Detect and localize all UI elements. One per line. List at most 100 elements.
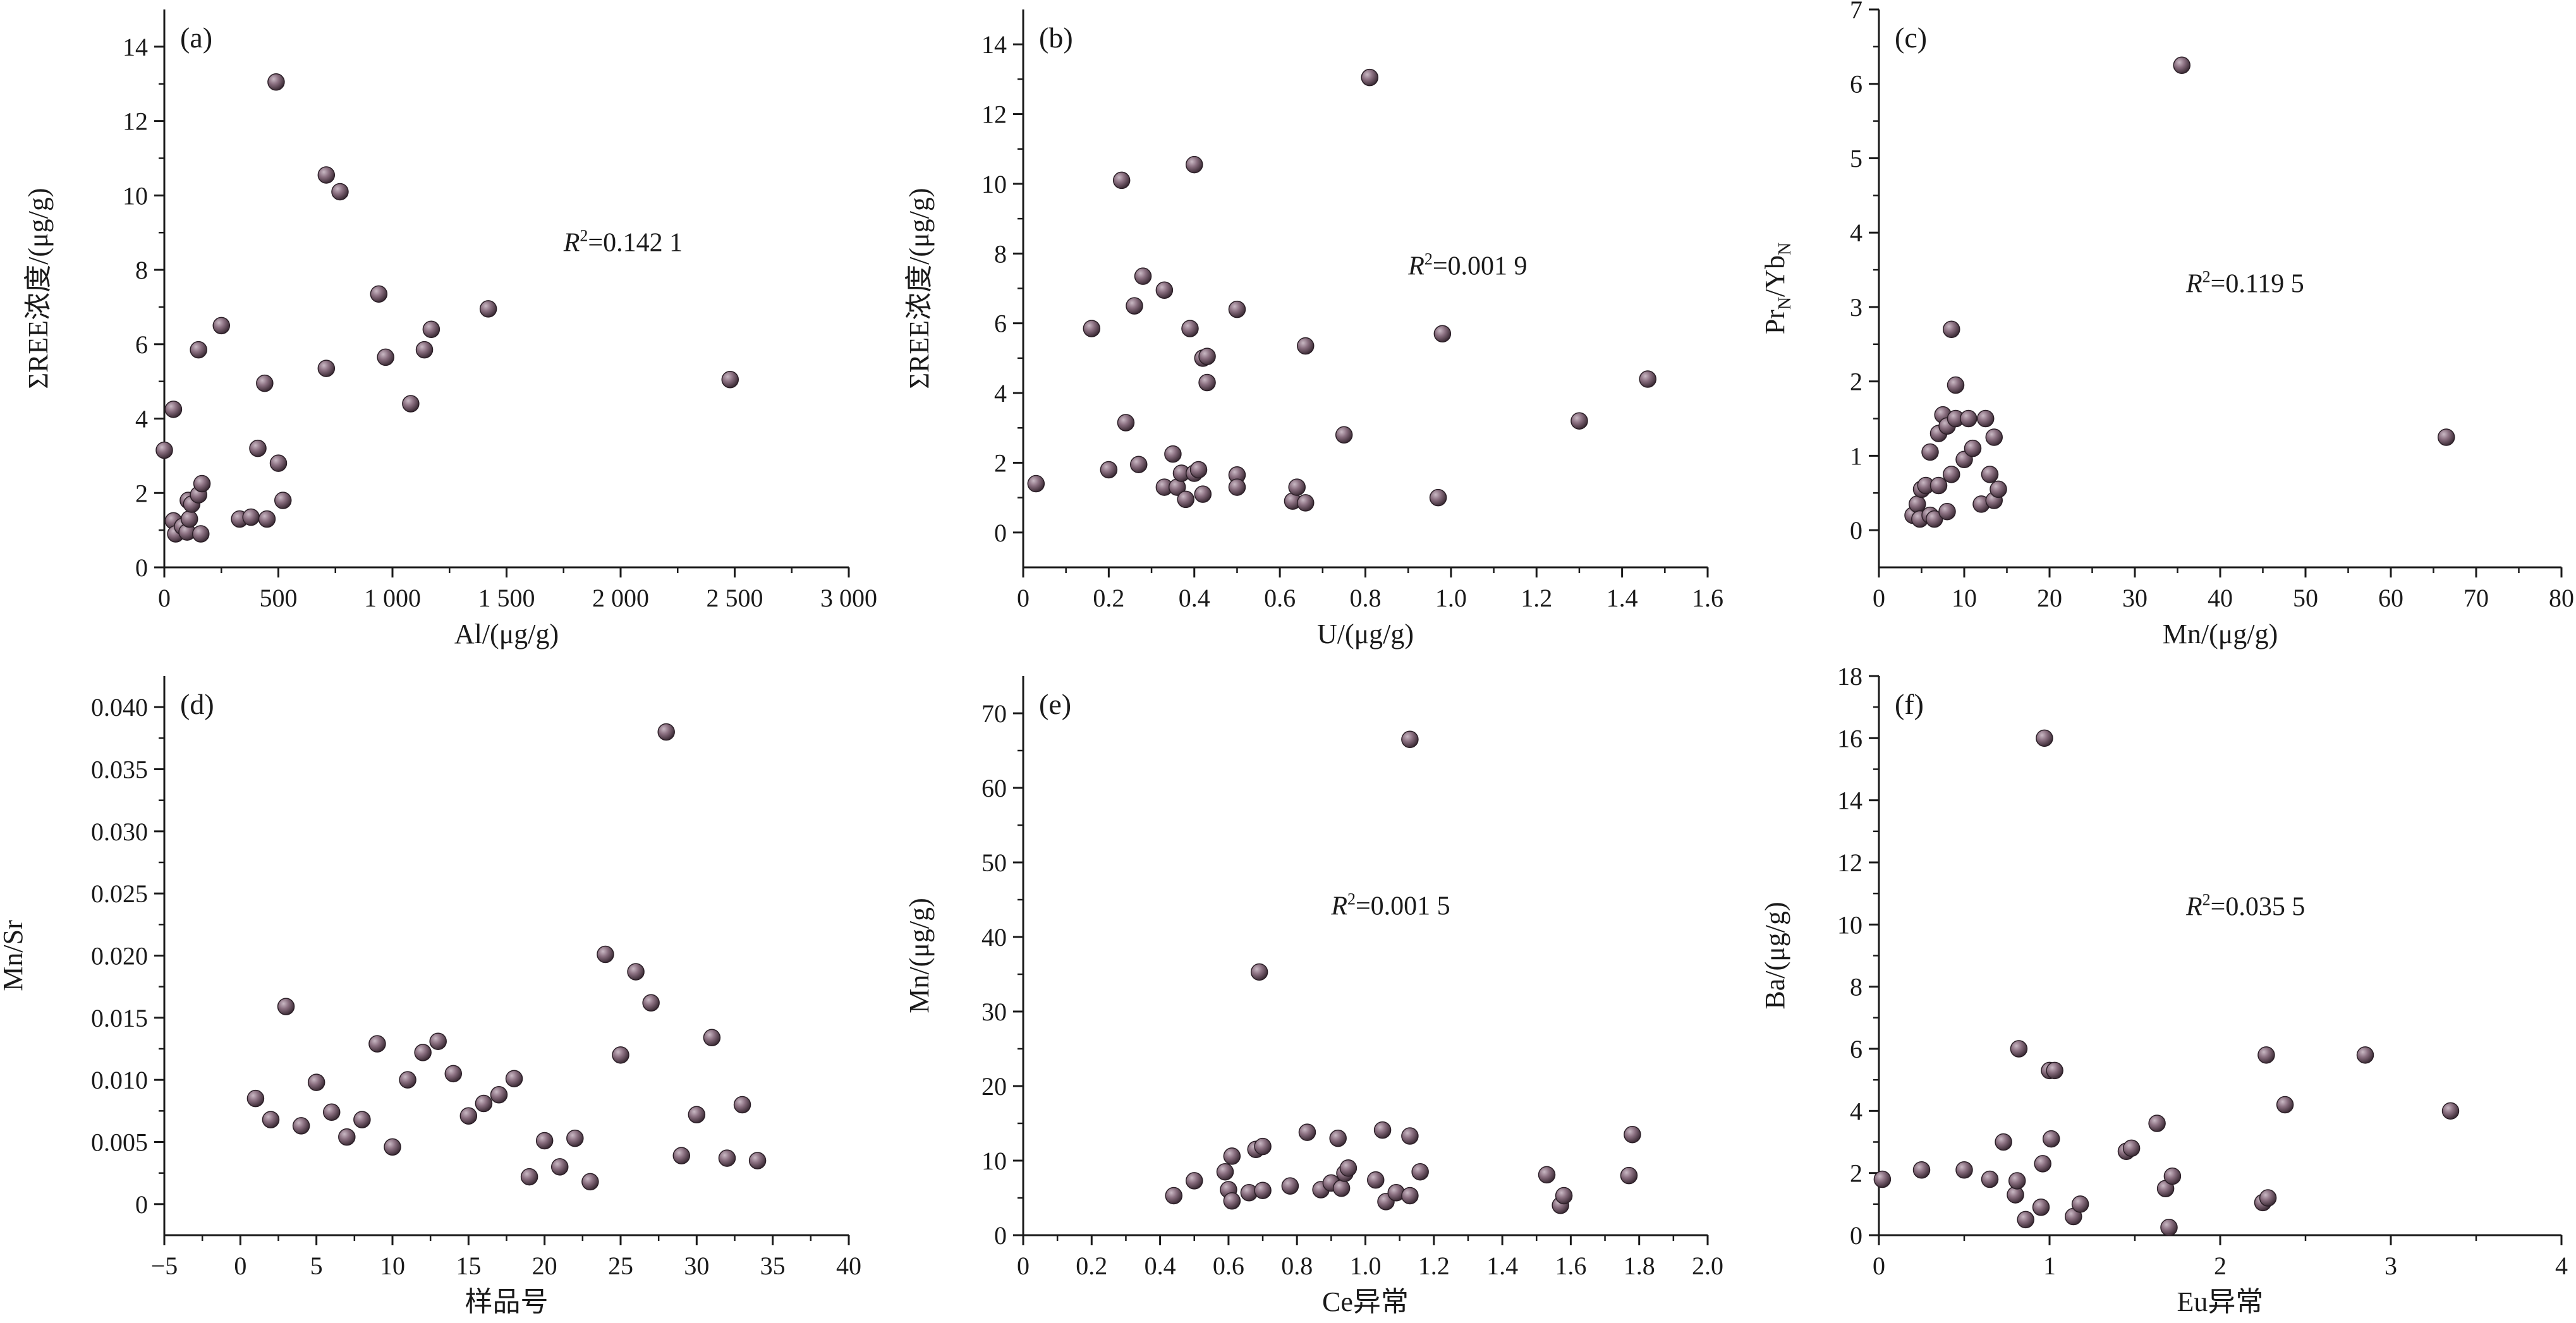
data-point	[1947, 376, 1965, 394]
data-point	[490, 1086, 508, 1104]
x-tick-label: 1.6	[1555, 1252, 1586, 1280]
y-tick-label: 14	[1837, 787, 1862, 815]
y-tick-label: 50	[981, 849, 1007, 877]
data-point	[242, 508, 260, 526]
x-tick-label: 60	[2378, 584, 2403, 612]
data-point	[246, 1089, 265, 1108]
data-point	[597, 945, 614, 964]
data-point	[1990, 480, 2007, 498]
data-point	[190, 341, 207, 359]
data-point	[1112, 171, 1131, 190]
data-point	[317, 166, 336, 184]
x-tick-label: 40	[2208, 584, 2233, 612]
data-point	[1329, 1129, 1347, 1147]
y-tick-label: 4	[135, 405, 148, 433]
y-axis-title: ΣREE浓度/(μg/g)	[23, 188, 54, 389]
data-point	[1433, 325, 1452, 342]
x-tick-label: 1.0	[1350, 1252, 1382, 1280]
data-point	[1083, 320, 1101, 337]
data-point	[444, 1065, 463, 1083]
data-point	[2122, 1139, 2141, 1157]
r-squared-value: =0.035 5	[2211, 893, 2306, 922]
data-point	[1401, 1127, 1419, 1145]
y-tick-label: 8	[1850, 973, 1862, 1001]
r-exponent: 2	[580, 227, 588, 245]
y-axis-title-part: /Yb	[1759, 255, 1790, 297]
x-tick-label: 4	[2555, 1252, 2568, 1280]
data-point	[2441, 1102, 2460, 1120]
y-tick-label: 3	[1850, 293, 1862, 322]
data-point	[1964, 439, 1982, 457]
data-point	[2008, 1172, 2026, 1190]
data-point	[368, 1035, 386, 1053]
data-point	[2173, 56, 2190, 75]
r-symbol: R	[2185, 269, 2202, 298]
x-axis-title: Ce异常	[1322, 1286, 1409, 1317]
data-point	[414, 1044, 432, 1061]
y-axis-title-part: Pr	[1759, 310, 1790, 334]
data-point	[2036, 729, 2053, 747]
y-tick-label: 2	[1850, 368, 1862, 396]
data-point	[1254, 1137, 1272, 1156]
x-tick-label: 15	[456, 1252, 481, 1280]
x-tick-label: 1.0	[1435, 584, 1467, 612]
data-point	[1177, 490, 1194, 509]
data-point	[2438, 428, 2455, 446]
data-point	[2010, 1040, 2028, 1058]
data-point	[402, 395, 420, 413]
data-point	[1909, 495, 1926, 513]
x-tick-label: −5	[151, 1252, 178, 1280]
y-tick-label: 2	[1850, 1159, 1862, 1188]
r-exponent: 2	[2202, 267, 2211, 286]
x-tick-label: 0	[1873, 1252, 1885, 1280]
data-point	[1339, 1159, 1358, 1177]
data-point	[267, 73, 285, 91]
y-tick-label: 0.025	[91, 879, 148, 908]
data-point	[505, 1070, 523, 1087]
y-tick-label: 40	[981, 923, 1007, 951]
data-point	[377, 348, 394, 366]
data-point	[1555, 1187, 1573, 1205]
x-tick-label: 20	[2037, 584, 2062, 612]
y-tick-label: 0.010	[91, 1066, 148, 1094]
data-point	[1296, 337, 1315, 355]
y-tick-label: 10	[123, 181, 148, 210]
data-point	[277, 998, 295, 1015]
y-tick-label: 30	[981, 998, 1007, 1026]
x-tick-label: 40	[836, 1252, 861, 1280]
data-point	[1571, 412, 1588, 430]
data-point	[1181, 320, 1199, 337]
x-tick-label: 0	[1873, 584, 1885, 612]
data-point	[733, 1096, 751, 1114]
x-tick-label: 0.2	[1093, 584, 1124, 612]
x-tick-label: 0	[158, 584, 171, 612]
x-axis-title: 样品号	[465, 1286, 549, 1317]
y-tick-label: 8	[994, 239, 1007, 268]
r-squared-annotation: R2=0.142 1	[563, 227, 683, 258]
y-axis-title-part: N	[1775, 297, 1795, 310]
y-tick-label: 0.040	[91, 693, 148, 722]
x-tick-label: 2.0	[1692, 1252, 1723, 1280]
panel-a: 0 500 1 000 1 500 2 000 2 500 3 000 0 2 4 6 8 10 12 14…	[23, 9, 877, 649]
y-tick-label: 4	[994, 379, 1007, 408]
data-point	[1620, 1166, 1638, 1185]
x-tick-label: 5	[310, 1252, 323, 1280]
data-point	[1296, 494, 1315, 512]
x-tick-label: 10	[1952, 584, 1977, 612]
data-point	[1401, 1187, 1419, 1205]
y-tick-label: 8	[135, 256, 148, 284]
data-point	[1186, 155, 1203, 174]
data-point	[193, 474, 211, 493]
data-point	[1228, 300, 1246, 318]
y-axis-title: Mn/(μg/g)	[904, 898, 935, 1013]
data-point	[1985, 428, 2003, 446]
data-point	[1943, 320, 1960, 339]
x-axis-title: Al/(μg/g)	[454, 619, 559, 649]
x-tick-label: 0.6	[1213, 1252, 1244, 1280]
data-point	[2017, 1211, 2034, 1229]
data-point	[1254, 1181, 1272, 1199]
x-tick-label: 0.8	[1350, 584, 1382, 612]
data-point	[703, 1029, 721, 1047]
y-tick-label: 2	[994, 449, 1007, 477]
